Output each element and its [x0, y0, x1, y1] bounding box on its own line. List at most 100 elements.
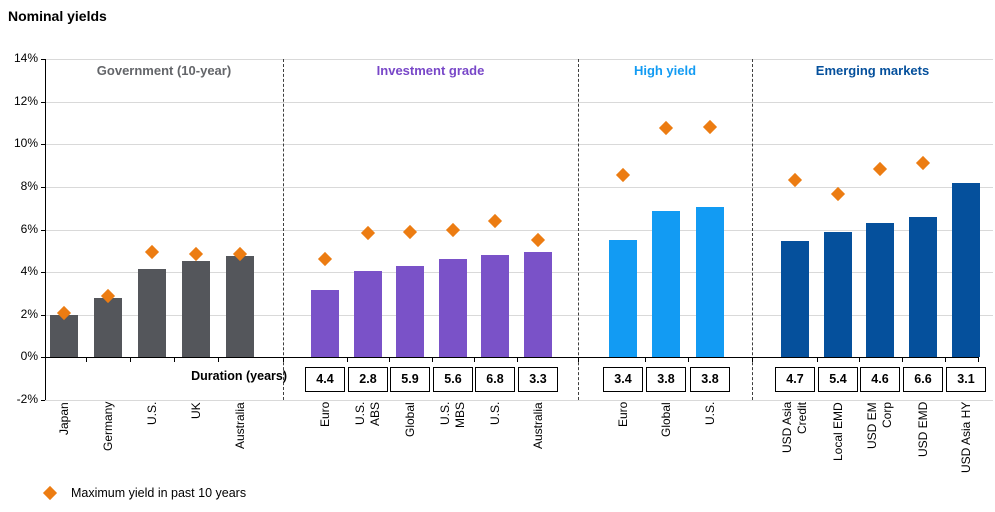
- y-axis-tick: [41, 186, 45, 188]
- max-yield-diamond: [658, 121, 674, 136]
- y-axis-tick: [41, 314, 45, 316]
- x-axis-tick: [389, 357, 390, 363]
- category-label: U.S.: [702, 402, 717, 426]
- max-yield-diamond: [402, 224, 418, 239]
- y-axis-label: 2%: [20, 306, 38, 321]
- max-yield-diamond: [787, 173, 803, 188]
- category-label: Germany: [100, 402, 115, 452]
- category-label: U.S.: [487, 402, 502, 426]
- gridline: [45, 59, 993, 60]
- y-axis-label: 8%: [20, 178, 38, 193]
- category-label: Euro: [317, 402, 332, 428]
- y-axis-label: 0%: [20, 349, 38, 364]
- yield-bar: [909, 216, 937, 358]
- max-yield-diamond: [360, 225, 376, 240]
- x-axis-tick: [86, 357, 87, 363]
- yield-bar: [396, 265, 424, 358]
- section-separator: [578, 59, 579, 400]
- category-label: USD EMD: [915, 402, 930, 458]
- y-axis-line: [45, 59, 46, 400]
- x-axis-tick: [688, 357, 689, 363]
- duration-box: 3.8: [690, 367, 730, 392]
- duration-box: 6.6: [903, 367, 943, 392]
- y-axis-label: 14%: [13, 51, 38, 65]
- legend-label: Maximum yield in past 10 years: [71, 486, 247, 500]
- max-yield-diamond: [615, 168, 631, 183]
- max-yield-diamond: [487, 213, 503, 229]
- category-label: USD Asia Credit: [780, 402, 809, 454]
- category-label: USD EM Corp: [865, 402, 894, 449]
- duration-box: 2.8: [348, 367, 388, 392]
- duration-box: 3.4: [603, 367, 643, 392]
- duration-axis-label: Duration (years): [191, 369, 287, 383]
- y-axis-tick: [41, 357, 45, 359]
- category-label: Global: [402, 402, 417, 437]
- gridline: [45, 229, 993, 231]
- yield-bar: [781, 241, 809, 358]
- chart-title: Nominal yields: [8, 8, 107, 24]
- max-yield-diamond-icon: [42, 485, 58, 501]
- duration-box: 5.6: [433, 367, 473, 392]
- max-yield-diamond: [915, 156, 931, 171]
- gridline: [45, 186, 993, 188]
- x-axis-tick: [218, 357, 219, 363]
- max-yield-diamond: [144, 244, 160, 259]
- y-axis-tick: [41, 144, 45, 146]
- category-label: Local EMD: [830, 402, 845, 461]
- x-axis-tick: [944, 357, 946, 363]
- yield-bar: [952, 182, 980, 358]
- y-axis-label: 6%: [20, 221, 38, 236]
- x-axis-tick: [859, 357, 860, 363]
- max-yield-diamond: [702, 120, 718, 135]
- x-axis-tick: [816, 357, 818, 363]
- gridline: [45, 272, 993, 274]
- y-axis-tick: [41, 101, 45, 103]
- max-yield-diamond: [530, 233, 546, 248]
- x-axis-tick: [578, 357, 579, 363]
- yield-bar: [311, 290, 339, 358]
- y-axis-tick: [41, 229, 45, 231]
- yield-bar: [524, 251, 552, 358]
- category-label: U.S. ABS: [353, 402, 382, 427]
- duration-box: 3.8: [646, 367, 686, 392]
- yield-bar: [50, 314, 78, 358]
- category-label: USD Asia HY: [958, 402, 973, 474]
- x-axis-tick: [346, 357, 348, 363]
- y-axis-label: 10%: [13, 136, 38, 151]
- gridline: [45, 314, 993, 316]
- section-separator: [283, 59, 284, 400]
- x-axis-tick: [978, 357, 979, 363]
- category-label: U.S. MBS: [438, 402, 467, 429]
- yield-bar: [354, 271, 382, 358]
- x-axis-tick: [901, 357, 903, 363]
- legend: Maximum yield in past 10 years: [42, 485, 246, 501]
- y-axis-tick: [41, 400, 45, 401]
- yield-bar: [94, 297, 122, 358]
- y-axis-tick: [41, 59, 45, 60]
- x-axis-tick: [644, 357, 646, 363]
- category-label: Australia: [530, 402, 545, 449]
- max-yield-diamond: [188, 246, 204, 262]
- yield-bar: [481, 255, 509, 358]
- gridline: [45, 400, 993, 401]
- x-axis-tick: [431, 357, 433, 363]
- category-label: U.S.: [144, 402, 159, 426]
- yield-bar: [696, 207, 724, 358]
- duration-box: 4.4: [305, 367, 345, 392]
- category-label: Japan: [56, 402, 71, 435]
- y-axis-label: 12%: [13, 93, 38, 108]
- section-title: Emerging markets: [815, 63, 930, 78]
- x-axis-tick: [283, 357, 284, 363]
- category-label: Euro: [615, 402, 630, 428]
- category-label: UK: [188, 402, 203, 419]
- x-axis-line: [45, 357, 978, 359]
- max-yield-diamond: [872, 161, 888, 176]
- category-label: Australia: [232, 402, 247, 449]
- yield-bar: [652, 211, 680, 358]
- duration-box: 3.1: [946, 367, 986, 392]
- duration-box: 5.4: [818, 367, 858, 392]
- y-axis-label: -2%: [16, 392, 38, 406]
- yield-bar: [138, 268, 166, 358]
